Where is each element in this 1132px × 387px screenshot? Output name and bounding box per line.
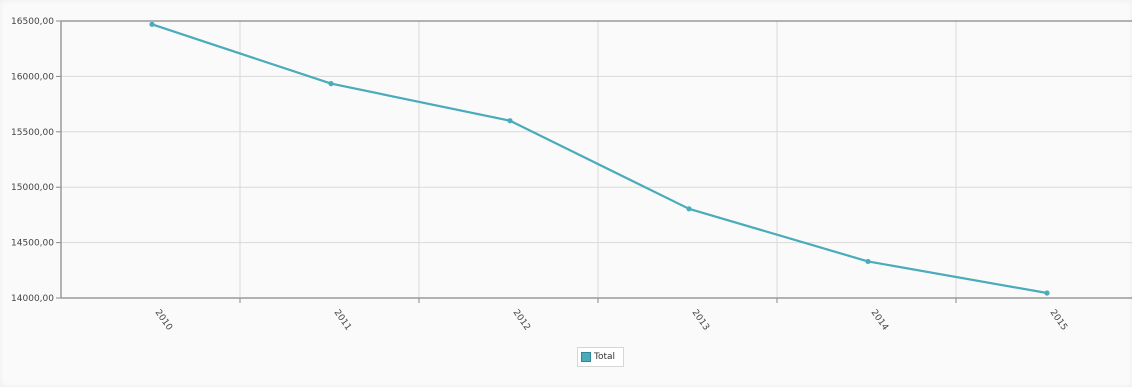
legend[interactable]: Total [577,347,624,367]
legend-label-total: Total [594,352,616,362]
x-tick-label: 2015 [1048,308,1069,332]
x-tick-label: 2014 [869,308,890,333]
legend-swatch-total [581,352,591,362]
grid-lines [61,20,1132,299]
y-tick-label: 14000,00 [11,294,54,304]
axes [56,20,1132,303]
x-tick-label: 2013 [690,308,711,332]
x-tick-label: 2012 [511,308,532,332]
y-tick-label: 15500,00 [11,128,54,138]
y-tick-label: 16500,00 [11,17,54,27]
series-total [149,21,1050,296]
x-tick-label: 2010 [153,308,174,333]
x-axis-ticks: 2010 2011 2012 2013 2014 2015 [153,308,1069,333]
data-point [507,118,513,124]
y-axis-ticks: 16500,00 16000,00 15500,00 15000,00 14500,00… [11,17,54,304]
x-tick-label: 2011 [332,308,353,332]
data-point [686,206,692,212]
data-point [328,81,334,87]
data-point [149,21,155,27]
y-tick-label: 15000,00 [11,183,54,193]
series-line [151,23,1048,295]
y-tick-label: 16000,00 [11,72,54,82]
data-point [865,258,871,265]
y-tick-label: 14500,00 [11,239,54,249]
data-point [1044,290,1050,296]
